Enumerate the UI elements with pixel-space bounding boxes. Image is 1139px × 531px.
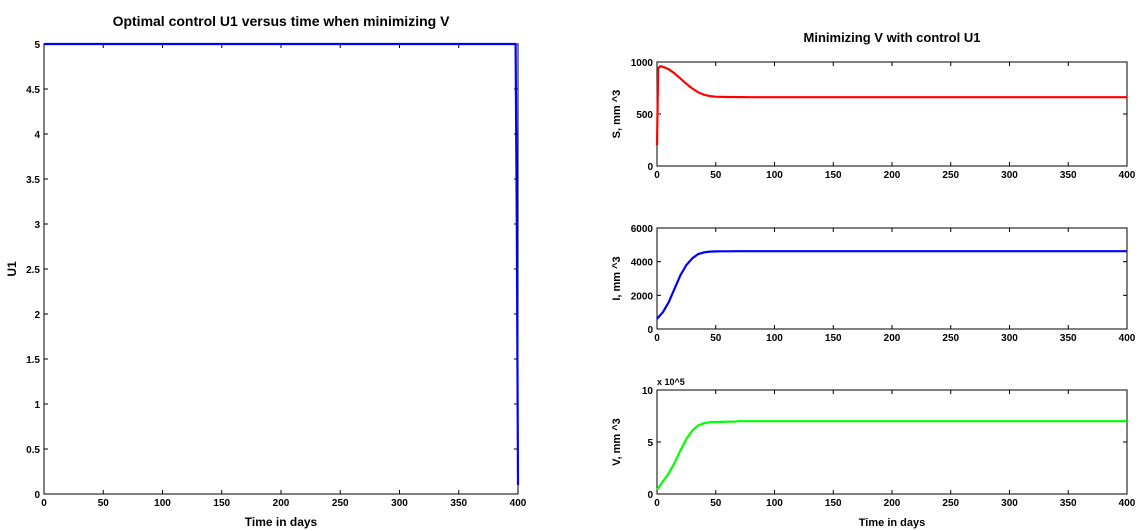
x-tick-label: 0	[654, 333, 660, 344]
chart-title: Optimal control U1 versus time when mini…	[113, 13, 451, 29]
series-line-1	[44, 42, 520, 486]
x-tick-label: 300	[1001, 170, 1018, 181]
x-axis-label: Time in days	[859, 517, 925, 529]
y-tick-label: 6000	[631, 224, 654, 235]
chart-3: 0 50 100 150 200 250 300 350 4000200040006000I, …	[611, 224, 1136, 344]
x-tick-label: 200	[884, 170, 901, 181]
y-tick-label: 10	[642, 386, 654, 397]
y-tick-label: 4	[34, 130, 40, 141]
x-tick-label: 0	[654, 170, 660, 181]
x-tick-label: 50	[710, 498, 722, 509]
x-tick-label: 200	[273, 498, 290, 509]
x-axis-label: Time in days	[245, 515, 318, 529]
y-tick-label: 1	[34, 400, 40, 411]
x-tick-label: 200	[884, 498, 901, 509]
x-tick-label: 400	[1119, 498, 1136, 509]
x-tick-label: 250	[942, 333, 959, 344]
y-axis-label: V, mm ^3	[611, 418, 623, 466]
y-tick-label: 2	[34, 310, 40, 321]
y-tick-label: 5	[34, 40, 40, 51]
y-tick-label: 1.5	[26, 355, 40, 366]
x-tick-label: 300	[1001, 498, 1018, 509]
x-tick-label: 200	[884, 333, 901, 344]
x-tick-label: 400	[1119, 333, 1136, 344]
x-tick-label: 0	[41, 498, 47, 509]
y-tick-label: 2000	[631, 291, 654, 302]
x-tick-label: 100	[766, 333, 783, 344]
x-tick-label: 100	[766, 498, 783, 509]
x-tick-label: 150	[825, 170, 842, 181]
y-tick-label: 0.5	[26, 445, 40, 456]
series-line-1	[655, 65, 1127, 146]
y-axis-label: U1	[5, 261, 19, 277]
plot-frame	[656, 389, 1128, 495]
y-tick-label: 0	[34, 490, 40, 501]
plot-frame	[656, 227, 1128, 330]
y-tick-label: 5	[647, 438, 653, 449]
chart-4: 0 50 100 150 200 250 300 350 400 0 5 10 Time in days…	[611, 377, 1136, 529]
y-tick-label: 2.5	[26, 265, 40, 276]
x-tick-label: 250	[942, 170, 959, 181]
x-tick-label: 250	[332, 498, 349, 509]
x-tick-label: 400	[1119, 170, 1136, 181]
x-tick-label: 100	[154, 498, 171, 509]
y-axis-label: S, mm ^3	[611, 90, 623, 139]
plot-frame	[43, 43, 519, 495]
y-tick-label: 3	[34, 220, 40, 231]
x-tick-label: 150	[213, 498, 230, 509]
x-tick-label: 50	[710, 170, 722, 181]
chart-title: Minimizing V with control U1	[804, 30, 981, 45]
series-line-1	[656, 420, 1127, 491]
y-tick-label: 1000	[631, 58, 654, 69]
plot-frame	[656, 61, 1128, 167]
y-tick-label: 4.5	[26, 85, 40, 96]
chart-2: 0 50 100 150 200 250 300 350 400 0 500 1000 Minimizi…	[611, 30, 1136, 181]
y-tick-label: 500	[636, 110, 653, 121]
y-axis-multiplier: x 10^5	[657, 377, 685, 387]
x-tick-label: 0	[654, 498, 660, 509]
x-tick-label: 350	[1060, 170, 1077, 181]
x-tick-label: 350	[1060, 333, 1077, 344]
y-tick-label: 0	[647, 490, 653, 501]
x-tick-label: 250	[942, 498, 959, 509]
y-axis-label: I, mm ^3	[611, 256, 623, 300]
y-tick-label: 0	[647, 325, 653, 336]
x-tick-label: 150	[825, 498, 842, 509]
series-line-1	[656, 250, 1127, 320]
x-tick-label: 350	[450, 498, 467, 509]
chart-1: 0 50 100 150 200 250 300 350 400 0 0.5 1 1.5 2 2.5 3 3.5…	[5, 13, 527, 529]
x-tick-label: 150	[825, 333, 842, 344]
y-tick-label: 0	[647, 162, 653, 173]
x-tick-label: 50	[710, 333, 722, 344]
y-tick-label: 4000	[631, 258, 654, 269]
x-tick-label: 100	[766, 170, 783, 181]
x-tick-label: 350	[1060, 498, 1077, 509]
x-tick-label: 300	[391, 498, 408, 509]
x-tick-label: 400	[510, 498, 527, 509]
x-tick-label: 300	[1001, 333, 1018, 344]
x-tick-label: 50	[98, 498, 110, 509]
y-tick-label: 3.5	[26, 175, 40, 186]
